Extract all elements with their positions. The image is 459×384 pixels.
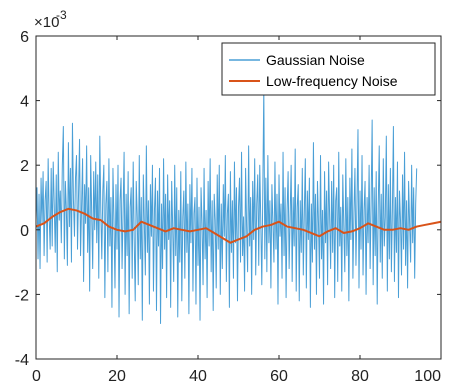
y-tick-label: -4: [15, 352, 29, 369]
legend-box: [221, 42, 436, 96]
y-tick-label: 2: [20, 158, 29, 175]
x-tick-label: 60: [270, 368, 288, 384]
series-layer: [35, 87, 442, 324]
legend: Gaussian Noise Low-frequency Noise: [221, 42, 436, 96]
series-line-low-frequency-noise: [35, 207, 442, 244]
legend-label-gaussian: Gaussian Noise: [266, 52, 365, 68]
y-tick-label: -2: [15, 287, 29, 304]
x-tick-label: 20: [108, 368, 126, 384]
x-tick-label: 0: [32, 368, 41, 384]
series-line-gaussian-noise: [35, 87, 418, 324]
plot-frame: [35, 35, 442, 360]
x-tick-label: 40: [189, 368, 207, 384]
x-tick-label: 100: [414, 368, 441, 384]
y-tick-label: 6: [20, 29, 29, 46]
y-exponent-base: ×10: [34, 14, 59, 31]
legend-label-lowfreq: Low-frequency Noise: [266, 73, 398, 89]
x-tick-label: 80: [351, 368, 369, 384]
axis-layer: 0 20 40 60 80 100 -4 -2 0 2 4 6: [15, 29, 442, 384]
y-tick-label: 4: [20, 94, 29, 111]
y-exponent: ×10 -3: [34, 8, 67, 31]
y-exponent-power: -3: [56, 8, 67, 22]
y-tick-label: 0: [20, 223, 29, 240]
